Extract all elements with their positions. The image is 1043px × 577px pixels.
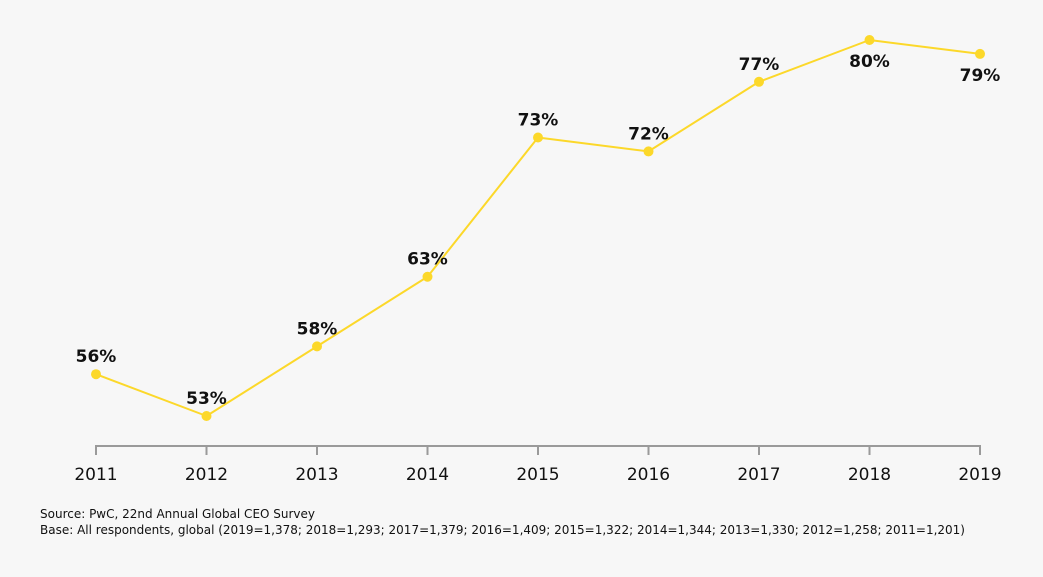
data-point-2015	[533, 132, 543, 143]
series-line	[95, 39, 981, 417]
x-tick-label-2018: 2018	[848, 465, 891, 485]
x-tick-label-2012: 2012	[185, 465, 228, 485]
data-point-2011	[91, 369, 101, 380]
base-note: Base: All respondents, global (2019=1,37…	[40, 523, 965, 537]
data-label-2015: 73%	[518, 110, 559, 130]
data-label-2014: 63%	[407, 250, 448, 270]
data-point-2017	[754, 76, 764, 87]
x-tick-label-2019: 2019	[958, 465, 1001, 485]
x-tick-label-2013: 2013	[295, 465, 338, 485]
data-label-2018: 80%	[849, 52, 890, 72]
data-point-2019	[975, 48, 985, 59]
source-note: Source: PwC, 22nd Annual Global CEO Surv…	[40, 507, 316, 521]
data-point-2013	[312, 341, 322, 352]
data-label-2012: 53%	[186, 389, 227, 409]
x-tick-label-2011: 2011	[74, 465, 117, 485]
x-tick-label-2015: 2015	[516, 465, 559, 485]
data-label-2013: 58%	[297, 319, 338, 339]
line-chart: 2011 2012 2013 2014 2015 2016 2017 2018 2019 56% 5…	[74, 35, 1002, 485]
x-tick-label-2017: 2017	[737, 465, 780, 485]
data-point-2014	[422, 271, 433, 282]
x-tick-label-2016: 2016	[627, 465, 670, 485]
data-label-2019: 79%	[960, 66, 1001, 86]
data-point-2012	[201, 411, 212, 421]
data-label-2017: 77%	[739, 55, 780, 75]
x-tick-label-2014: 2014	[406, 465, 449, 485]
data-label-2016: 72%	[628, 124, 669, 144]
data-point-2018	[864, 35, 875, 45]
data-point-2016	[643, 146, 654, 157]
data-label-2011: 56%	[76, 347, 117, 367]
